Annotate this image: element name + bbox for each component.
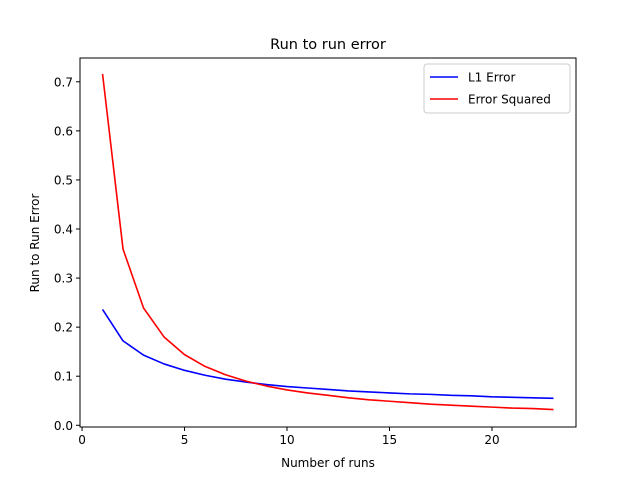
y-tick-label: 0.7 <box>54 75 73 89</box>
series-line-error-squared <box>101 73 554 411</box>
y-tick-label: 0.4 <box>54 223 73 237</box>
axis-ticks: 0 5 10 15 20 0.0 0.1 0.2 0.3 0.4 0.5 0.6 0.7 <box>54 75 500 447</box>
y-tick-label: 0.0 <box>54 419 73 433</box>
y-axis-label: Run to Run Error <box>28 194 42 293</box>
x-tick-label: 0 <box>78 433 86 447</box>
y-tick-label: 0.3 <box>54 272 73 286</box>
x-tick-label: 10 <box>279 433 294 447</box>
series-lines <box>101 73 554 411</box>
legend: L1 Error Error Squared <box>423 63 571 114</box>
x-axis-label: Number of runs <box>281 456 375 470</box>
x-tick-label: 5 <box>181 433 189 447</box>
series-line-l1-error <box>101 309 554 400</box>
legend-box <box>423 63 571 114</box>
x-tick-label: 20 <box>484 433 499 447</box>
y-tick-label: 0.6 <box>54 124 73 138</box>
legend-label: Error Squared <box>468 93 551 107</box>
x-tick-label: 15 <box>382 433 397 447</box>
y-tick-label: 0.2 <box>54 321 73 335</box>
plot-frame <box>79 57 577 428</box>
legend-label: L1 Error <box>468 71 515 85</box>
y-tick-label: 0.5 <box>54 173 73 187</box>
chart-title: Run to run error <box>270 37 386 53</box>
y-tick-label: 0.1 <box>54 370 73 384</box>
